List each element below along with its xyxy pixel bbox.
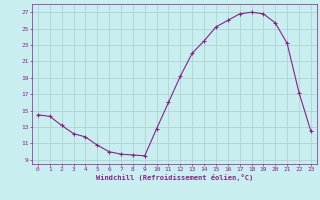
X-axis label: Windchill (Refroidissement éolien,°C): Windchill (Refroidissement éolien,°C) bbox=[96, 174, 253, 181]
